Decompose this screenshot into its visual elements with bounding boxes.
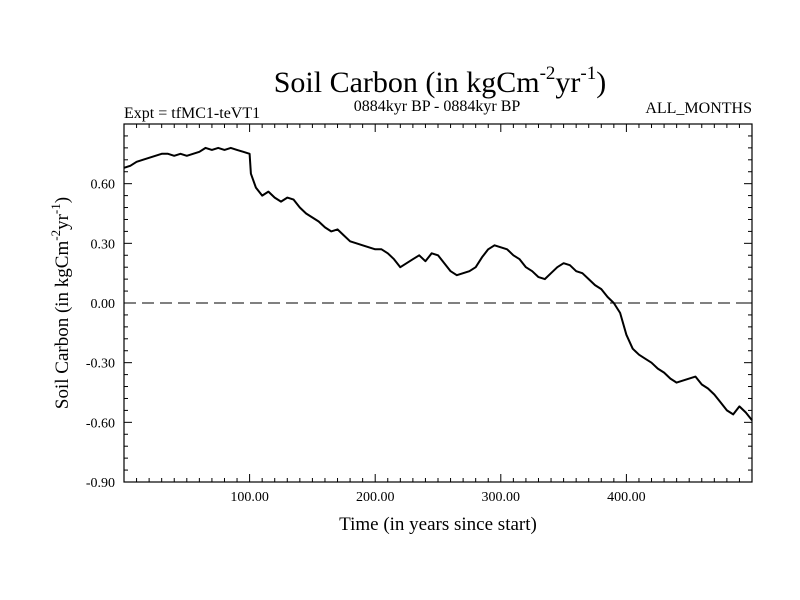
y-tick-label: -0.60 [86,416,115,431]
chart-title-end: ) [596,66,606,99]
chart-title-exp1: -2 [540,63,556,84]
x-tick-label: 100.00 [230,490,269,505]
subtitle-months: ALL_MONTHS [645,100,752,117]
y-tick-label: 0.30 [91,237,116,252]
x-tick-label: 400.00 [607,490,646,505]
y-axis-label-main: Soil Carbon (in kgCm [52,241,73,410]
x-tick-label: 300.00 [482,490,521,505]
chart-title-mid: yr [555,66,580,99]
y-tick-label: -0.30 [86,357,115,372]
x-tick-label: 200.00 [356,490,395,505]
x-axis-label: Time (in years since start) [339,514,537,535]
y-axis-label-exp1: -2 [48,230,63,241]
y-axis-label-end: ) [52,197,73,203]
y-tick-label: -0.90 [86,476,115,491]
y-axis-label: Soil Carbon (in kgCm-2yr-1) [48,197,73,409]
y-tick-label: 0.60 [91,178,116,193]
chart-title-exp2: -1 [580,63,596,84]
y-axis-label-mid: yr [52,213,73,230]
axis-ticks [124,124,752,482]
y-axis-label-exp2: -1 [48,203,63,214]
subtitle-period: 0884kyr BP - 0884kyr BP [354,98,521,115]
chart-title-main: Soil Carbon (in kgCm [274,66,540,99]
subtitle-experiment: Expt = tfMC1-teVT1 [124,105,260,122]
y-tick-label: 0.00 [91,297,116,312]
series-line-soil-carbon [123,146,753,421]
axis-tick-labels: 100.00 200.00 300.00 400.00 0.60 0.30 0.00 -0.3… [86,178,646,505]
chart-title: Soil Carbon (in kgCm-2yr-1) [274,63,607,99]
